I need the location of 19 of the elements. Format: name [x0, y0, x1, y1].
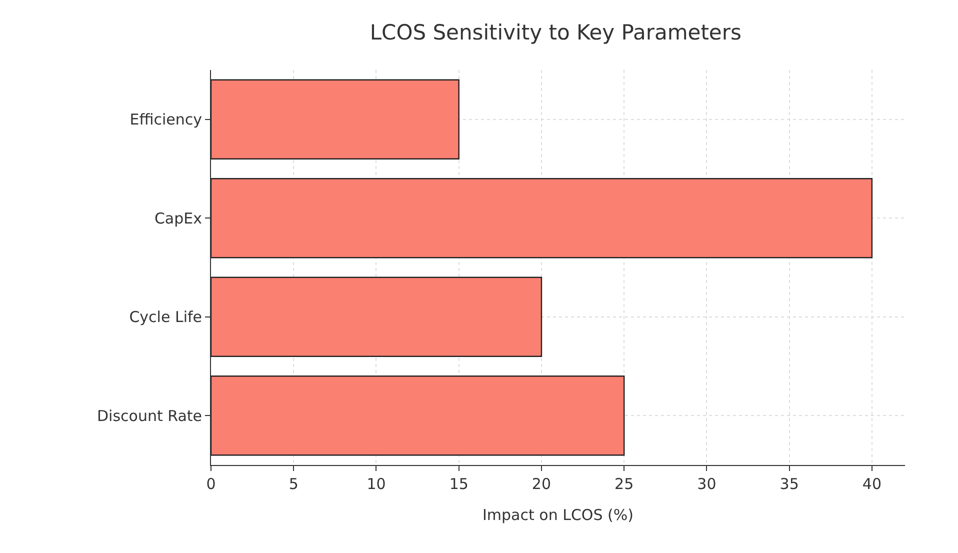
bar [211, 79, 460, 160]
x-tick-label: 0 [206, 475, 216, 493]
bar [211, 376, 625, 456]
y-tick-label: Efficiency [130, 110, 202, 129]
x-axis-title: Impact on LCOS (%) [482, 506, 634, 524]
x-tick-label: 25 [614, 475, 634, 493]
x-tick-label: 40 [862, 475, 882, 493]
x-tick-label: 5 [288, 475, 298, 493]
bar [211, 178, 873, 258]
y-tick-label: Cycle Life [129, 308, 202, 326]
bar [211, 276, 542, 357]
y-tick-label: CapEx [154, 209, 202, 228]
x-tick-label: 35 [780, 475, 799, 493]
x-tick-label: 30 [697, 475, 716, 493]
x-tick-label: 20 [532, 475, 552, 493]
x-tick-label: 15 [449, 475, 468, 493]
y-tick-label: Discount Rate [96, 406, 202, 425]
chart-title: LCOS Sensitivity to Key Parameters [370, 20, 742, 45]
x-tick-label: 10 [366, 475, 386, 493]
